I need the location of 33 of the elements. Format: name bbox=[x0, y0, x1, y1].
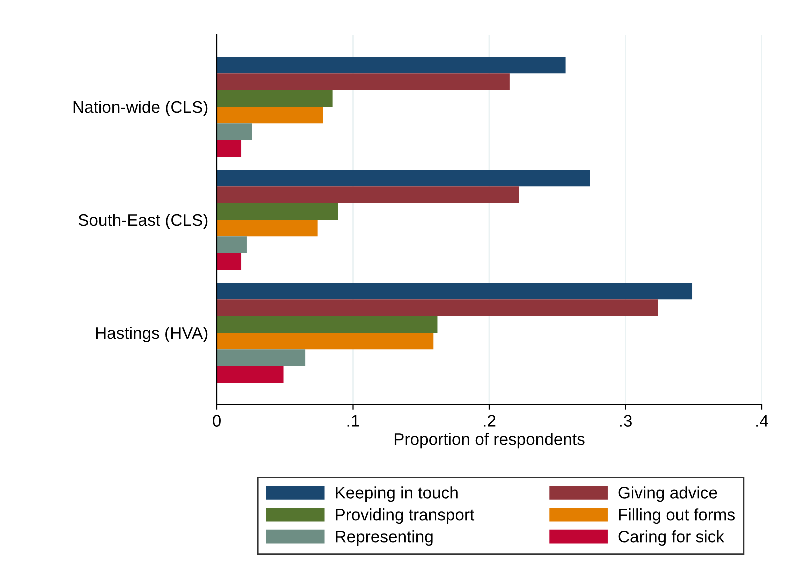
y-tick-label: South-East (CLS) bbox=[78, 214, 208, 230]
legend-label: Keeping in touch bbox=[336, 486, 458, 502]
bar bbox=[217, 333, 434, 350]
bar bbox=[217, 186, 520, 204]
bar bbox=[217, 316, 438, 334]
bar bbox=[217, 74, 510, 90]
legend-label: Representing bbox=[336, 530, 433, 546]
x-tick-label: .3 bbox=[620, 415, 632, 427]
y-tick-label: Nation-wide (CLS) bbox=[74, 100, 208, 116]
bar bbox=[217, 140, 242, 157]
bar bbox=[217, 253, 242, 270]
x-tick-label: 0 bbox=[213, 415, 221, 427]
legend-label: Filling out forms bbox=[619, 508, 735, 524]
x-axis-title: Proportion of respondents bbox=[394, 433, 585, 449]
bar bbox=[217, 366, 284, 384]
bar bbox=[217, 300, 658, 316]
x-tick-label: .4 bbox=[756, 415, 768, 427]
bar bbox=[217, 236, 247, 254]
x-tick-label: .1 bbox=[348, 415, 360, 427]
bar bbox=[217, 90, 333, 107]
bar bbox=[217, 106, 324, 124]
legend-label: Providing transport bbox=[336, 508, 475, 524]
y-tick-label: Hastings (HVA) bbox=[96, 326, 208, 343]
x-tick-label: .2 bbox=[484, 415, 496, 427]
bar bbox=[217, 170, 590, 187]
bar bbox=[217, 350, 306, 366]
bar bbox=[217, 203, 338, 220]
bar bbox=[217, 283, 693, 300]
bar bbox=[217, 124, 252, 140]
bar bbox=[217, 220, 318, 237]
legend-label: Caring for sick bbox=[618, 530, 725, 546]
legend-label: Giving advice bbox=[618, 486, 718, 502]
bar bbox=[217, 56, 566, 74]
